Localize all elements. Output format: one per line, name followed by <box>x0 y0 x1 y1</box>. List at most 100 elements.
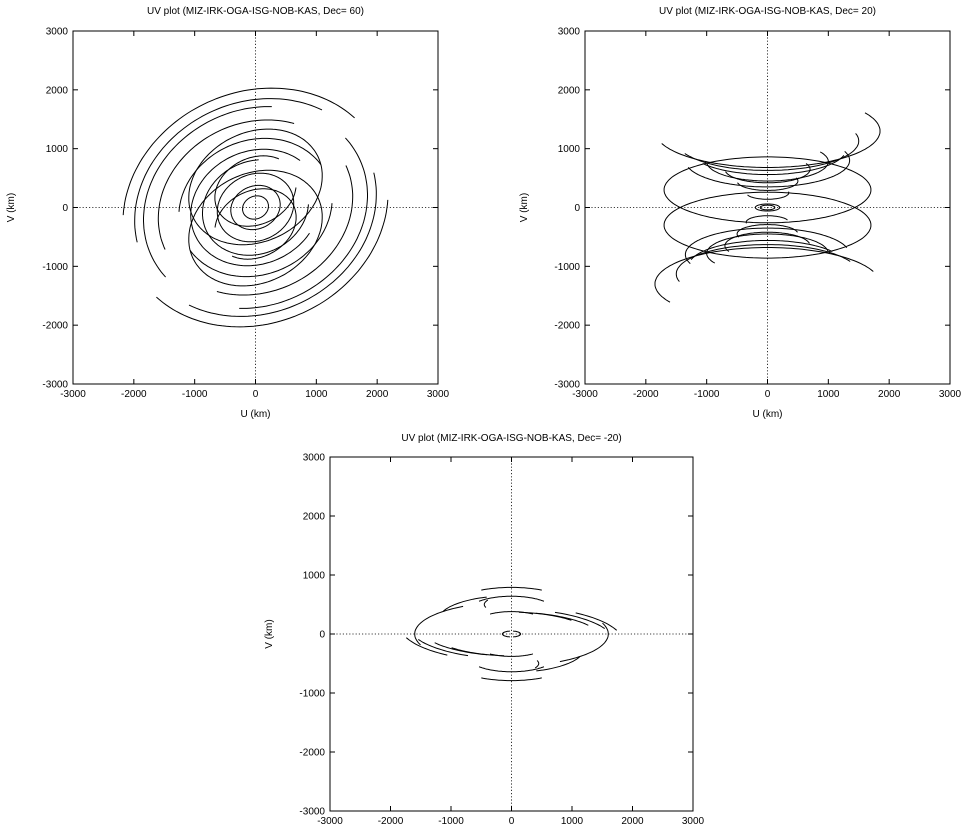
uv-track-0 <box>122 87 355 216</box>
y-tick-label: -2000 <box>299 748 325 759</box>
uv-track-15 <box>188 128 323 246</box>
y-tick-label: 3000 <box>46 27 69 38</box>
uv-track-2 <box>134 98 323 243</box>
y-tick-label: 0 <box>574 203 580 214</box>
uv-track-9 <box>663 191 872 259</box>
x-axis-label: U (km) <box>753 409 783 420</box>
chart-title: UV plot (MIZ-IRK-OGA-ISG-NOB-KAS, Dec= -… <box>401 433 621 444</box>
uv-track-3 <box>675 244 851 282</box>
x-tick-label: -2000 <box>121 389 147 400</box>
x-tick-label: 2000 <box>878 389 901 400</box>
y-tick-label: 1000 <box>46 144 69 155</box>
x-tick-label: 1000 <box>561 816 584 827</box>
uv-track-15 <box>736 224 798 238</box>
y-tick-label: -2000 <box>554 321 580 332</box>
x-tick-label: 3000 <box>939 389 962 400</box>
x-tick-label: 2000 <box>366 389 389 400</box>
y-tick-label: -1000 <box>554 262 580 273</box>
uv-track-13 <box>481 677 542 682</box>
uv-track-0 <box>575 612 618 631</box>
uv-track-4 <box>143 106 272 278</box>
uv-track-17 <box>745 215 788 224</box>
uv-plot-dec-minus-20: UV plot (MIZ-IRK-OGA-ISG-NOB-KAS, Dec= -… <box>264 433 705 827</box>
x-tick-label: 0 <box>765 389 771 400</box>
x-tick-label: -1000 <box>438 816 464 827</box>
uv-track-5 <box>434 642 488 656</box>
uv-track-17 <box>214 155 297 227</box>
uv-track-18 <box>483 599 489 608</box>
uv-track-10 <box>706 151 829 182</box>
uv-track-10 <box>442 596 487 612</box>
y-tick-label: 0 <box>319 630 325 641</box>
uv-track-3 <box>188 172 377 317</box>
uv-track-10 <box>190 148 310 267</box>
uv-track-20 <box>501 630 510 638</box>
x-axis-label: U (km) <box>241 409 271 420</box>
y-tick-label: -3000 <box>554 380 580 391</box>
uv-track-8 <box>414 605 464 646</box>
uv-plot-dec-60: UV plot (MIZ-IRK-OGA-ISG-NOB-KAS, Dec= 6… <box>6 6 450 420</box>
x-tick-label: 1000 <box>817 389 840 400</box>
x-tick-label: -1000 <box>694 389 720 400</box>
uv-track-14 <box>737 177 799 191</box>
uv-track-5 <box>239 137 368 309</box>
uv-track-16 <box>747 191 790 200</box>
uv-track-11 <box>706 233 829 264</box>
x-tick-label: -2000 <box>633 389 659 400</box>
uv-track-13 <box>724 231 810 252</box>
chart-title: UV plot (MIZ-IRK-OGA-ISG-NOB-KAS, Dec= 6… <box>147 6 364 17</box>
y-tick-label: 2000 <box>303 512 326 523</box>
uv-track-14 <box>241 195 270 220</box>
y-tick-label: 1000 <box>303 571 326 582</box>
x-tick-label: -1000 <box>182 389 208 400</box>
x-tick-label: 0 <box>509 816 515 827</box>
uv-track-12 <box>481 586 542 591</box>
uv-track-16 <box>489 611 534 615</box>
y-tick-label: 2000 <box>558 85 581 96</box>
y-axis-label: V (km) <box>6 193 17 222</box>
uv-track-3 <box>418 638 469 657</box>
uv-track-11 <box>202 159 309 256</box>
x-tick-label: 3000 <box>682 816 705 827</box>
y-tick-label: 3000 <box>558 27 581 38</box>
uv-track-16 <box>188 169 323 287</box>
uv-track-0 <box>661 112 881 168</box>
uv-track-8 <box>663 156 872 224</box>
uv-track-9 <box>559 622 609 663</box>
uv-track-19 <box>759 204 776 211</box>
x-tick-label: 3000 <box>427 389 450 400</box>
x-tick-label: 2000 <box>621 816 644 827</box>
uv-track-12 <box>725 163 811 184</box>
uv-track-6 <box>157 119 295 250</box>
y-axis-label: V (km) <box>519 193 530 222</box>
y-tick-label: -2000 <box>42 321 68 332</box>
y-tick-label: 3000 <box>303 453 326 464</box>
uv-plot-dec-20: UV plot (MIZ-IRK-OGA-ISG-NOB-KAS, Dec= 2… <box>519 6 962 420</box>
uv-track-15 <box>478 666 545 673</box>
uv-track-12 <box>216 172 295 243</box>
uv-track-17 <box>489 653 534 657</box>
x-tick-label: -3000 <box>572 389 598 400</box>
x-tick-label: 1000 <box>305 389 328 400</box>
uv-track-19 <box>534 660 540 669</box>
y-tick-label: -1000 <box>299 689 325 700</box>
y-tick-label: -3000 <box>42 380 68 391</box>
uv-track-14 <box>478 595 545 602</box>
y-axis-label: V (km) <box>264 619 275 648</box>
uv-track-4 <box>535 612 589 626</box>
y-tick-label: 1000 <box>558 144 581 155</box>
uv-track-18 <box>754 203 781 212</box>
uv-track-18 <box>214 188 297 260</box>
y-tick-label: -3000 <box>299 807 325 818</box>
uv-track-2 <box>684 133 860 171</box>
y-tick-label: 0 <box>62 203 68 214</box>
x-tick-label: 0 <box>253 389 259 400</box>
uv-track-2 <box>554 611 605 630</box>
y-tick-label: -1000 <box>42 262 68 273</box>
uv-track-7 <box>216 165 354 296</box>
x-tick-label: -3000 <box>60 389 86 400</box>
y-tick-label: 2000 <box>46 85 69 96</box>
x-tick-label: -2000 <box>378 816 404 827</box>
uv-track-4 <box>687 151 851 188</box>
